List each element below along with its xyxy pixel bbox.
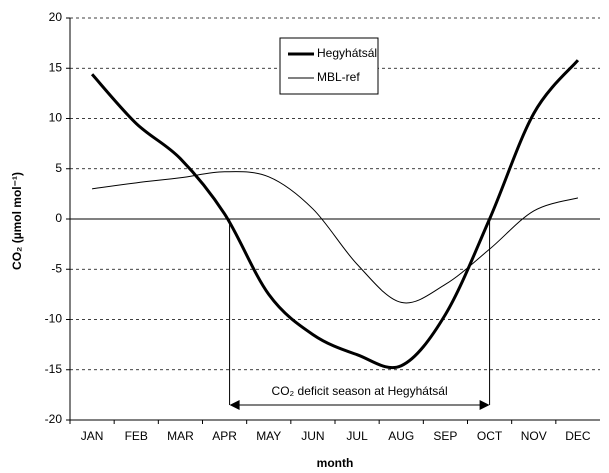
x-tick-label: FEB xyxy=(125,429,148,443)
y-tick-label: 15 xyxy=(49,60,63,74)
x-tick-label: MAY xyxy=(256,429,281,443)
y-tick-label: -10 xyxy=(45,312,63,326)
arrow-head xyxy=(479,400,490,410)
y-tick-label: -5 xyxy=(51,261,62,275)
y-tick-label: 5 xyxy=(55,161,62,175)
y-tick-label: 0 xyxy=(55,211,62,225)
y-tick-label: -20 xyxy=(45,412,63,426)
x-tick-label: AUG xyxy=(388,429,414,443)
y-tick-label: 20 xyxy=(49,10,63,24)
legend-box xyxy=(279,37,379,95)
x-tick-label: APR xyxy=(212,429,237,443)
x-tick-label: JAN xyxy=(81,429,104,443)
x-tick-label: NOV xyxy=(521,429,547,443)
x-tick-label: MAR xyxy=(167,429,194,443)
annotation-label: CO₂ deficit season at Hegyhátsál xyxy=(272,384,448,398)
arrow-head xyxy=(229,400,240,410)
x-tick-label: OCT xyxy=(477,429,503,443)
x-tick-label: JUN xyxy=(301,429,324,443)
legend-label: MBL-ref xyxy=(317,70,360,84)
y-axis-label: CO₂ (µmol mol⁻¹) xyxy=(10,172,24,270)
y-tick-label: 10 xyxy=(49,111,63,125)
x-axis-label: month xyxy=(317,456,354,470)
y-tick-label: -15 xyxy=(45,362,63,376)
x-tick-label: JUL xyxy=(346,429,368,443)
x-tick-label: SEP xyxy=(433,429,457,443)
legend-label: Hegyhátsál xyxy=(317,46,377,60)
x-tick-label: DEC xyxy=(565,429,591,443)
series-line xyxy=(90,59,580,370)
series-line xyxy=(92,171,579,304)
